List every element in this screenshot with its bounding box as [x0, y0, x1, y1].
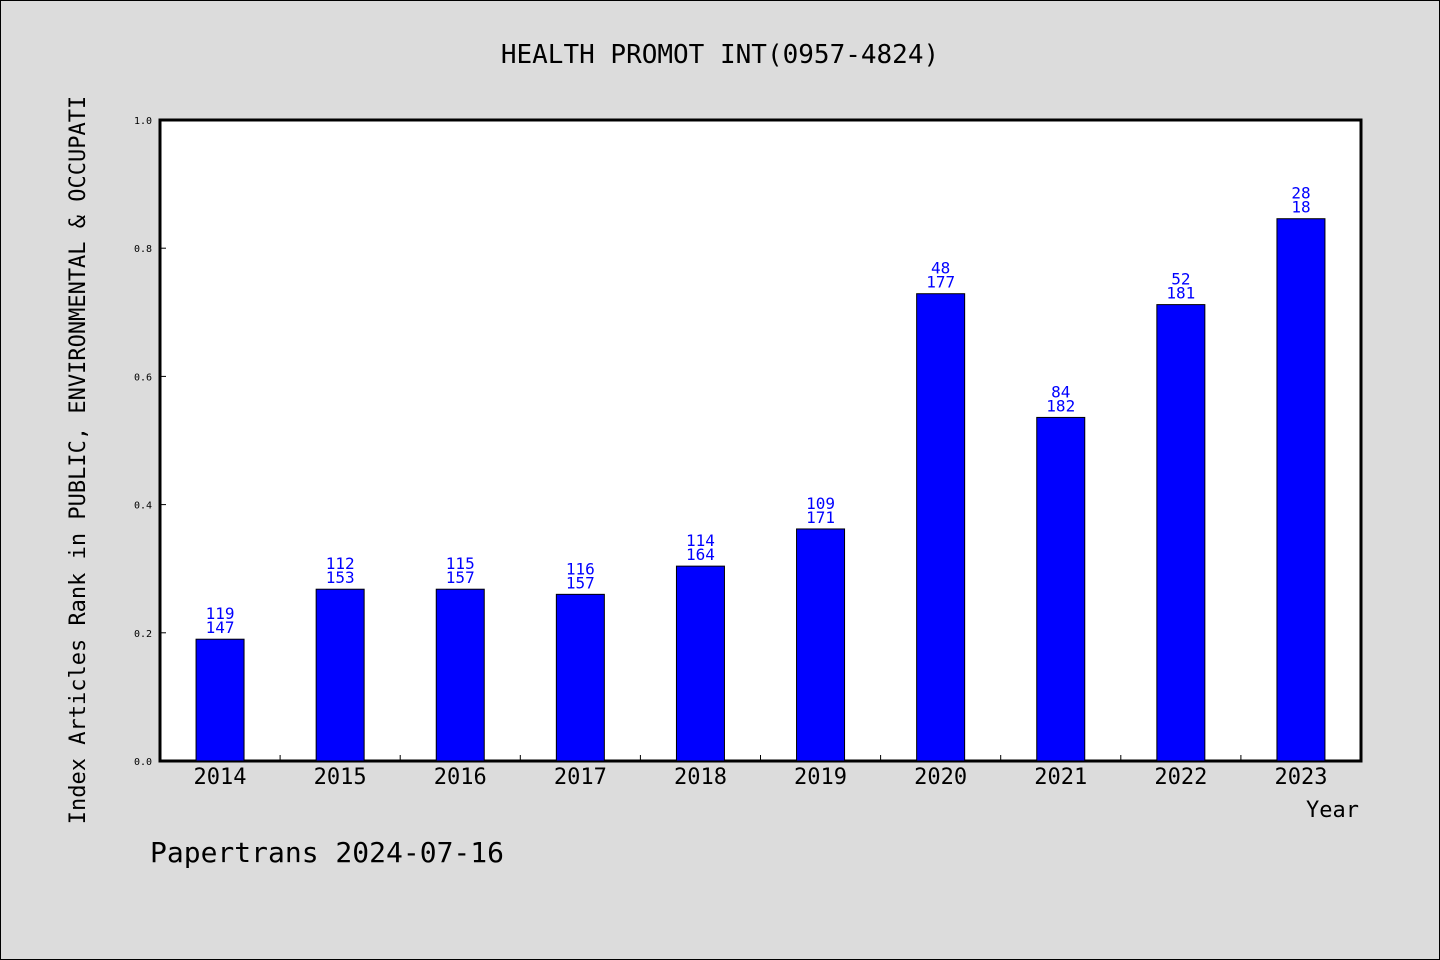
x-axis-label: Year [1306, 798, 1359, 823]
bar-total-label: 177 [926, 273, 955, 292]
x-tick-label: 2016 [434, 765, 487, 790]
x-tick-label: 2021 [1034, 765, 1087, 790]
bar [1276, 218, 1326, 762]
bar-rank-label: 116 [566, 559, 595, 578]
x-tick-label: 2015 [314, 765, 367, 790]
bar-rank-label: 28 [1291, 184, 1310, 203]
bar [1036, 416, 1086, 762]
y-axis: 0.0 0.2 0.4 0.6 0.8 1.0 [134, 116, 166, 768]
bar-rank-label: 109 [806, 494, 835, 513]
bar-rank-label: 114 [686, 531, 715, 550]
bar-rank-label: 84 [1051, 382, 1070, 401]
y-tick-label: 0.2 [134, 629, 152, 640]
bar [555, 593, 605, 762]
x-axis: 2014 2015 2016 2017 2018 2019 2020 2021 2022 2023 [194, 755, 1327, 790]
bar [675, 565, 725, 762]
bar-total-label: 171 [806, 508, 835, 527]
bar-total-label: 18 [1291, 198, 1310, 217]
bar-total-label: 182 [1046, 396, 1075, 415]
x-tick-label: 2014 [194, 765, 247, 790]
bar-rank-label: 48 [931, 259, 950, 278]
bar-total-label: 157 [566, 573, 595, 592]
bar-rank-label: 112 [326, 554, 355, 573]
x-tick-label: 2023 [1274, 765, 1327, 790]
x-tick-label: 2022 [1154, 765, 1207, 790]
x-tick-label: 2018 [674, 765, 727, 790]
y-tick-label: 0.8 [134, 244, 152, 255]
x-tick-label: 2020 [914, 765, 967, 790]
x-tick-label: 2017 [554, 765, 607, 790]
bar-total-label: 153 [326, 568, 355, 587]
bar [796, 528, 846, 762]
y-tick-label: 1.0 [134, 116, 152, 127]
bar-rank-label: 119 [206, 604, 235, 623]
y-tick-label: 0.0 [134, 757, 152, 768]
bar-series [195, 218, 1326, 762]
bar [195, 638, 245, 762]
x-tick-label: 2019 [794, 765, 847, 790]
y-tick-label: 0.4 [134, 501, 152, 512]
bar [1156, 304, 1206, 762]
footer-stamp: Papertrans 2024-07-16 [150, 836, 504, 869]
bar [916, 293, 966, 762]
bar-rank-label: 115 [446, 554, 475, 573]
bar [435, 588, 485, 762]
bar-total-label: 157 [446, 568, 475, 587]
bar-rank-label: 52 [1171, 270, 1190, 289]
bar-total-label: 147 [206, 618, 235, 637]
bar [315, 588, 365, 762]
bar-total-label: 164 [686, 545, 715, 564]
y-tick-label: 0.6 [134, 372, 152, 383]
y-axis-label: Index Articles Rank in PUBLIC, ENVIRONME… [66, 96, 91, 824]
chart-title: HEALTH PROMOT INT(0957-4824) [501, 40, 939, 70]
bar-total-label: 181 [1166, 284, 1195, 303]
